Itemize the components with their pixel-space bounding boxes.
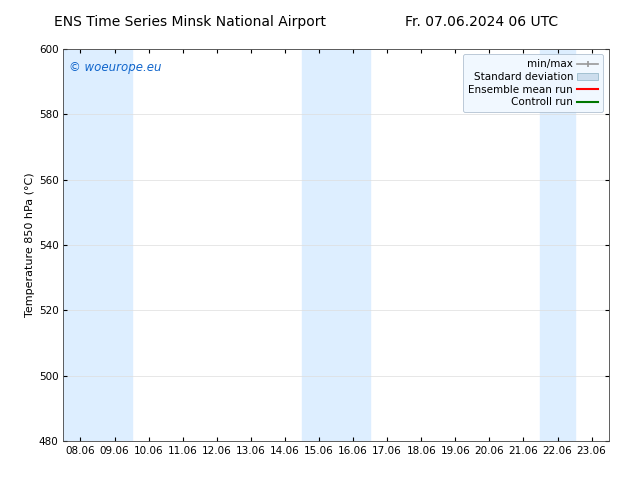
- Bar: [540, 49, 574, 441]
- Text: © woeurope.eu: © woeurope.eu: [69, 61, 161, 74]
- Text: Fr. 07.06.2024 06 UTC: Fr. 07.06.2024 06 UTC: [405, 15, 559, 29]
- Bar: [302, 49, 370, 441]
- Y-axis label: Temperature 850 hPa (°C): Temperature 850 hPa (°C): [25, 172, 35, 318]
- Text: ENS Time Series Minsk National Airport: ENS Time Series Minsk National Airport: [54, 15, 327, 29]
- Legend: min/max, Standard deviation, Ensemble mean run, Controll run: min/max, Standard deviation, Ensemble me…: [463, 54, 604, 112]
- Bar: [63, 49, 132, 441]
